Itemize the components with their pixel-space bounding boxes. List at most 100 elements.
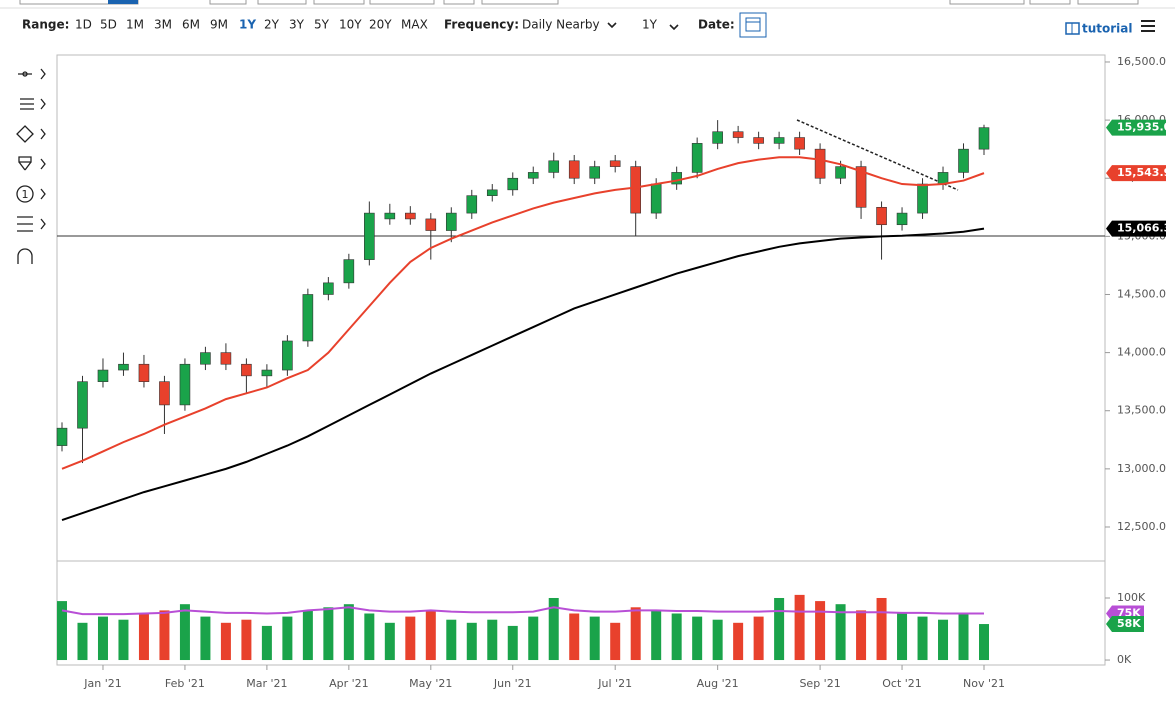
volume-bar	[671, 613, 682, 661]
range-button[interactable]: 3M	[154, 18, 172, 32]
y-tick-label: 13,000.0	[1117, 462, 1166, 475]
range-label: Range:	[22, 18, 69, 32]
candle-body	[937, 172, 949, 185]
button[interactable]	[481, 0, 559, 5]
candle-body	[589, 166, 601, 179]
range-button[interactable]: 20Y	[369, 18, 392, 32]
volume-bar	[57, 601, 67, 661]
candle-body	[138, 363, 150, 382]
candle-body	[261, 369, 273, 377]
volume-bar	[876, 597, 887, 661]
button[interactable]	[257, 0, 307, 5]
volume-bar	[569, 613, 580, 661]
range-button[interactable]: 3Y	[289, 18, 305, 32]
volume-bar	[856, 610, 867, 661]
candle-body	[486, 189, 498, 196]
x-tick-label: Nov '21	[963, 677, 1005, 690]
line-series	[61, 606, 984, 616]
period-select[interactable]: 1Y	[642, 18, 658, 32]
volume-bar	[979, 624, 989, 661]
candle-body	[384, 212, 396, 220]
candle-body	[282, 340, 293, 371]
candle-body	[814, 148, 826, 179]
volume-bar	[815, 601, 826, 661]
volume-bar	[917, 616, 928, 661]
candle-body	[732, 131, 744, 138]
range-button[interactable]: MAX	[401, 18, 428, 32]
tutorial-icon[interactable]	[1065, 22, 1080, 35]
range-button[interactable]: 9M	[210, 18, 228, 32]
candle-body	[671, 172, 682, 185]
candle-body	[97, 369, 109, 382]
volume-bar	[302, 610, 313, 661]
candle-body	[835, 166, 846, 179]
value-badge	[1106, 119, 1166, 136]
volume-bar	[343, 604, 354, 661]
range-button[interactable]: 1Y	[239, 18, 256, 32]
frequency-select[interactable]: Daily Nearby	[522, 18, 600, 32]
volume-bar	[938, 619, 949, 661]
button[interactable]	[1029, 0, 1071, 5]
x-tick-label: Aug '21	[697, 677, 739, 690]
volume-bar	[200, 616, 211, 661]
x-tick-label: Jan '21	[83, 677, 121, 690]
volume-bar	[323, 607, 334, 661]
button[interactable]	[19, 0, 139, 5]
volume-tick-label: 100K	[1117, 591, 1146, 604]
x-tick-label: Feb '21	[165, 677, 205, 690]
button[interactable]	[443, 0, 475, 5]
candle-body	[609, 160, 621, 167]
button[interactable]	[1077, 0, 1139, 5]
trend-line	[796, 119, 959, 191]
tool-icons[interactable]	[16, 68, 46, 264]
candle-body	[753, 137, 764, 144]
candle-body	[712, 131, 723, 144]
volume-bar	[97, 616, 108, 661]
candle-body	[630, 166, 641, 214]
value-badge-label: 15,935.0	[1117, 121, 1172, 134]
tutorial-link[interactable]: tutorial	[1082, 22, 1133, 36]
range-button[interactable]: 1M	[126, 18, 144, 32]
volume-bar	[528, 616, 539, 661]
candle-body	[179, 363, 191, 406]
button[interactable]	[369, 0, 435, 5]
button[interactable]	[209, 0, 247, 5]
candle-body	[548, 160, 560, 173]
volume-bar	[405, 616, 416, 661]
button[interactable]	[108, 0, 138, 4]
candle-body	[773, 137, 785, 144]
candle-body	[425, 218, 437, 231]
chevron[interactable]	[607, 22, 617, 29]
candle-body	[56, 427, 68, 446]
button[interactable]	[313, 0, 365, 5]
chevron[interactable]	[669, 24, 679, 31]
x-tick-label: Jun '21	[493, 677, 532, 690]
candle-body	[794, 137, 805, 150]
volume-bar	[118, 619, 129, 661]
candle-body	[507, 177, 519, 191]
y-tick-label: 14,500.0	[1117, 287, 1166, 300]
y-tick-label: 16,500.0	[1117, 55, 1166, 68]
volume-bar	[384, 622, 395, 661]
volume-bar	[774, 597, 785, 661]
calendar-button[interactable]	[739, 12, 767, 38]
volume-bar	[487, 619, 498, 661]
candle-body	[958, 148, 969, 173]
range-button[interactable]: 5Y	[314, 18, 330, 32]
volume-bar	[958, 613, 969, 661]
candle-body	[118, 363, 129, 371]
range-button[interactable]: 5D	[100, 18, 117, 32]
candle-body	[876, 206, 887, 226]
candle-body	[364, 212, 375, 260]
volume-bar	[138, 613, 149, 661]
candle-body	[302, 294, 314, 342]
range-button[interactable]: 6M	[182, 18, 200, 32]
range-button[interactable]: 1D	[75, 18, 92, 32]
volume-bar	[425, 610, 436, 661]
plot-frame	[56, 54, 1106, 666]
range-button[interactable]: 2Y	[264, 18, 280, 32]
menu-button[interactable]	[1141, 20, 1155, 32]
range-button[interactable]: 10Y	[339, 18, 362, 32]
button[interactable]	[949, 0, 1025, 5]
y-tick-label: 14,000.0	[1117, 346, 1166, 359]
